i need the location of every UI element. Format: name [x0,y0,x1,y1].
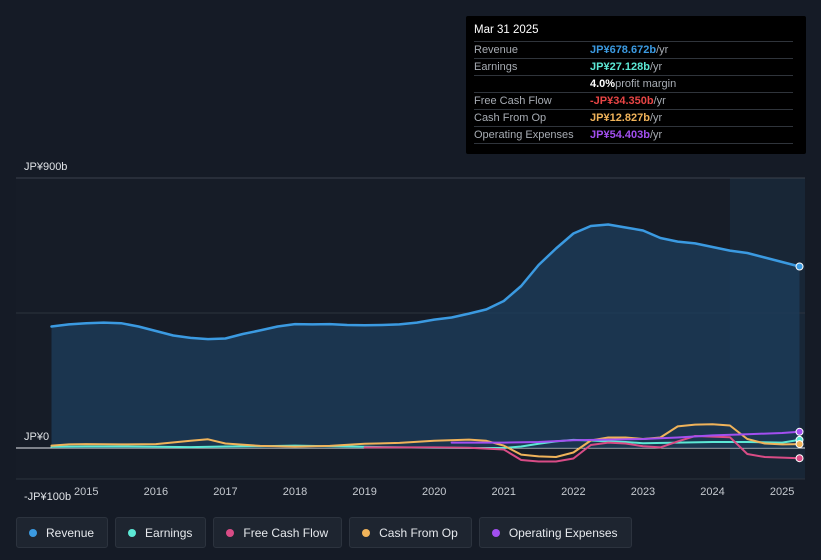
legend-dot-icon [362,528,371,537]
tooltip-label: Cash From Op [474,112,547,124]
tooltip-unit: /yr [649,112,663,124]
y-tick-label: JP¥900b [24,161,67,173]
y-axis-labels: JP¥900b JP¥0 -JP¥100b [24,161,71,503]
tooltip-date: Mar 31 2025 [474,24,539,36]
tooltip-row-cash-from-op: Cash From Op JP¥12.827b /yr [474,109,793,126]
series-end-marker [795,262,804,271]
x-tick-label: 2019 [352,486,376,498]
tooltip-value: JP¥12.827b [590,112,650,124]
legend-earnings[interactable]: Earnings [115,517,207,548]
tooltip-unit: /yr [656,44,669,56]
tooltip-value: 4.0% [590,78,616,90]
legend-dot-icon [128,528,137,537]
series-line-earnings [50,438,801,449]
legend-dot-icon [491,528,500,537]
tooltip-value: -JP¥34.350b [590,95,654,107]
x-tick-label: 2020 [422,486,446,498]
series-end-marker [795,454,804,463]
series-line-revenue [50,223,801,341]
legend-label: Operating Expenses [508,525,618,540]
tooltip-label: Revenue [474,44,519,56]
legend-dot-icon [226,528,235,537]
x-tick-label: 2023 [631,486,655,498]
legend-revenue[interactable]: Revenue [16,517,109,548]
series-line-operating-expenses [450,430,801,444]
tooltip-row-operating-expenses: Operating Expenses JP¥54.403b /yr [474,126,793,144]
x-tick-label: 2018 [283,486,307,498]
y-tick-label: -JP¥100b [24,491,71,503]
data-tooltip: Mar 31 2025 Revenue JP¥678.672b /yr Earn… [466,16,806,154]
tooltip-label: Free Cash Flow [474,95,552,107]
y-tick-label: JP¥0 [24,431,49,443]
tooltip-row-free-cash-flow: Free Cash Flow -JP¥34.350b /yr [474,92,793,109]
tooltip-label: Earnings [474,61,518,73]
tooltip-value: JP¥27.128b [590,61,650,73]
tooltip-row-revenue: Revenue JP¥678.672b /yr [474,41,793,58]
tooltip-unit: /yr [653,95,666,107]
series-end-marker [795,427,804,436]
legend-dot-icon [29,528,37,537]
series-markers [795,262,804,463]
series-line-cash-from-op [50,423,801,458]
x-axis-labels: 2015 2016 2017 2018 2019 2020 2021 2022 2023 2024… [74,486,794,498]
legend-label: Cash From Op [379,525,458,540]
revenue-area [51,224,800,448]
legend-label: Free Cash Flow [243,525,329,540]
x-tick-label: 2021 [492,486,516,498]
tooltip-row-profit-margin: 4.0% profit margin [474,75,793,92]
legend-free-cash-flow[interactable]: Free Cash Flow [213,517,343,548]
series-line-free-cash-flow [363,435,801,463]
chart-svg: JP¥900b JP¥0 -JP¥100b 2015 2016 2017 2018 2019… [16,161,805,503]
legend-cash-from-op[interactable]: Cash From Op [349,517,472,548]
revenue-area-fill [51,224,800,448]
tooltip-label: Operating Expenses [474,129,574,141]
series-lines [50,223,801,463]
tooltip-value: JP¥54.403b [590,129,650,141]
x-tick-label: 2024 [700,486,724,498]
x-tick-label: 2016 [144,486,168,498]
x-tick-label: 2015 [74,486,98,498]
x-tick-label: 2017 [213,486,237,498]
tooltip-row-earnings: Earnings JP¥27.128b /yr [474,58,793,75]
x-tick-label: 2025 [770,486,794,498]
legend-label: Revenue [46,525,95,540]
tooltip-value: JP¥678.672b [590,44,657,56]
tooltip-label [474,76,590,92]
x-tick-label: 2022 [561,486,585,498]
series-end-marker [795,440,804,449]
tooltip-unit: /yr [649,61,663,73]
tooltip-unit: profit margin [615,78,677,90]
chart-legend: Revenue Earnings Free Cash Flow Cash Fro… [16,517,632,548]
tooltip-unit: /yr [649,129,663,141]
legend-label: Earnings [145,525,193,540]
legend-operating-expenses[interactable]: Operating Expenses [478,517,632,548]
